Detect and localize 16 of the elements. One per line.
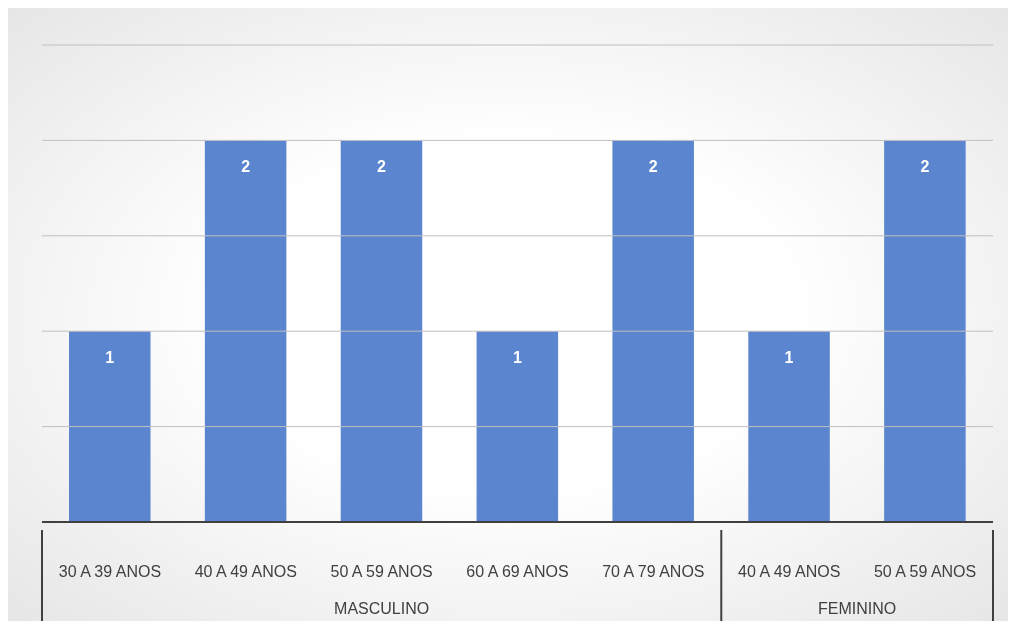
data-label: 2 xyxy=(648,157,658,175)
x-tick-label: 30 A 39 ANOS xyxy=(58,563,162,580)
text: MASCULINO xyxy=(334,600,430,617)
x-tick-label: 60 A 69 ANOS xyxy=(466,563,569,580)
data-label: 1 xyxy=(784,348,794,366)
x-tick-label: 70 A 79 ANOS xyxy=(602,563,705,580)
data-label: 1 xyxy=(512,348,522,366)
data-label: 1 xyxy=(105,348,115,366)
x-tick-label: 50 A 59 ANOS xyxy=(330,563,433,580)
x-tick-label: 40 A 49 ANOS xyxy=(738,563,841,580)
text: FEMININO xyxy=(818,600,897,617)
data-label: 2 xyxy=(241,157,251,175)
data-label: 2 xyxy=(920,157,930,175)
x-tick-label: 50 A 59 ANOS xyxy=(873,563,977,580)
x-tick-label: 40 A 49 ANOS xyxy=(194,563,297,580)
data-label: 2 xyxy=(377,157,387,175)
